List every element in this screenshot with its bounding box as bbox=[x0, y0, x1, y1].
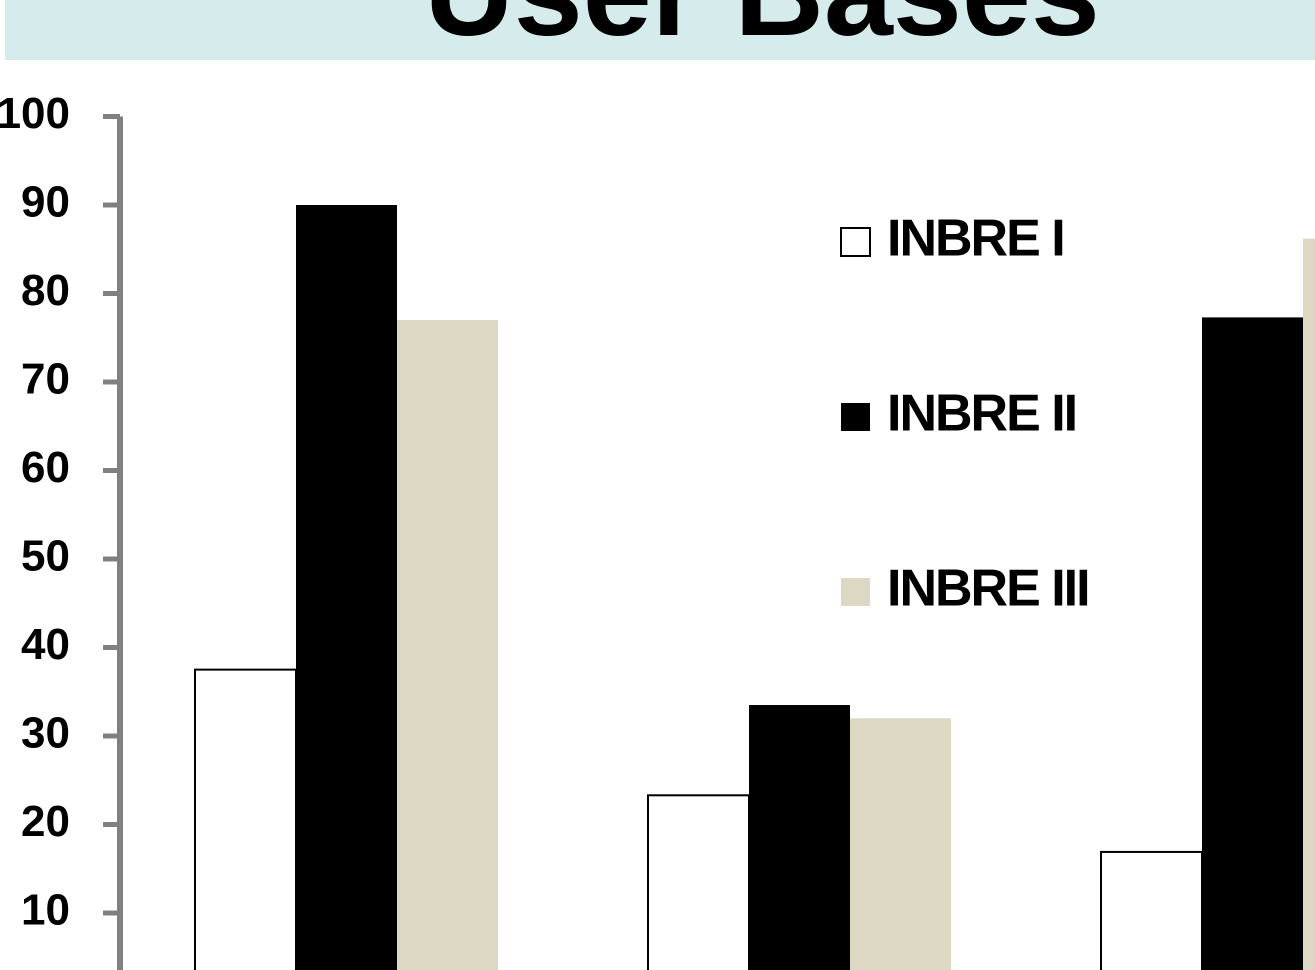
y-tick-label: 40 bbox=[21, 620, 70, 669]
legend-swatch bbox=[840, 227, 871, 257]
chart-title: User Bases bbox=[424, 0, 1100, 62]
y-tick-label: 100 bbox=[0, 89, 70, 138]
y-tick-label: 60 bbox=[21, 443, 70, 492]
bar bbox=[749, 705, 850, 970]
legend-label: INBRE III bbox=[887, 560, 1089, 618]
legend-swatch bbox=[841, 578, 870, 606]
y-tick-label: 30 bbox=[21, 709, 70, 758]
y-tick-label: 80 bbox=[21, 266, 70, 315]
bar bbox=[1100, 850, 1203, 970]
legend-swatch bbox=[841, 403, 870, 431]
bar bbox=[647, 794, 750, 970]
y-tick-label: 50 bbox=[21, 532, 70, 581]
legend-label: INBRE I bbox=[887, 210, 1064, 268]
y-tick-label: 90 bbox=[21, 178, 70, 227]
title-band bbox=[5, 0, 1315, 60]
y-tick-label: 70 bbox=[21, 355, 70, 404]
y-tick-label: 10 bbox=[21, 886, 70, 935]
bar bbox=[1303, 238, 1315, 970]
bar bbox=[850, 718, 951, 970]
bar bbox=[397, 320, 498, 970]
bar bbox=[1202, 317, 1303, 970]
bar bbox=[194, 668, 297, 970]
legend-label: INBRE II bbox=[887, 385, 1076, 443]
bar bbox=[296, 205, 397, 970]
y-tick-label: 20 bbox=[21, 797, 70, 846]
